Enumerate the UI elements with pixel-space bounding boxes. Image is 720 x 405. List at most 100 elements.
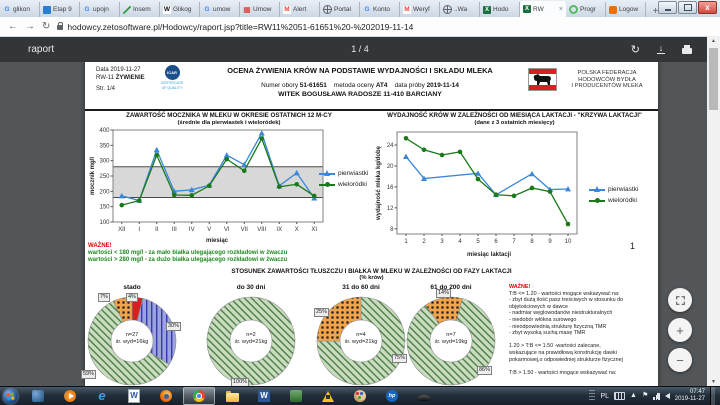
taskbar-button-word[interactable] — [249, 388, 279, 404]
svg-text:VI: VI — [224, 227, 230, 233]
browser-tab--wa[interactable]: ..Wa — [440, 2, 480, 17]
browser-tab-glikon[interactable]: glikon — [0, 2, 40, 17]
lock-icon — [57, 22, 64, 30]
tab-label: Glikog — [173, 6, 192, 13]
slice-percent-label: 86% — [477, 366, 493, 375]
scroll-up-icon[interactable]: ▲ — [711, 38, 716, 44]
svg-text:20: 20 — [387, 164, 394, 170]
donut-plot — [206, 296, 296, 386]
close-button[interactable]: x — [698, 1, 717, 14]
start-button[interactable] — [3, 388, 18, 404]
action-flag-icon[interactable]: ⚑ — [641, 392, 649, 399]
browser-tab-progr[interactable]: Progr — [566, 2, 606, 17]
address-bar: ← → ↻ hodowcy.zetosoftware.pl/Hodowcy/ra… — [0, 17, 720, 37]
taskbar-button-media-player[interactable] — [55, 388, 85, 404]
svg-text:12: 12 — [387, 206, 394, 212]
lactation-chart-legend: pierwiastki wieloródki — [589, 182, 638, 208]
slice-percent-label: 30% — [166, 322, 182, 331]
browser-tab-upojn[interactable]: upojn — [80, 2, 120, 17]
zoom-in-button[interactable]: + — [668, 318, 692, 342]
google-icon — [203, 6, 211, 14]
browser-tab-umow[interactable]: Umow — [240, 2, 280, 17]
rotate-icon[interactable]: ↻ — [630, 43, 640, 56]
browser-tab-konto[interactable]: Konto — [360, 2, 400, 17]
volume-icon[interactable] — [656, 393, 670, 399]
clock[interactable]: 07:47 2019-11-27 — [674, 389, 705, 402]
close-tab-icon[interactable]: × — [558, 5, 563, 13]
print-icon[interactable] — [682, 44, 692, 54]
tray-expand-icon[interactable]: ▲ — [630, 392, 637, 399]
download-icon[interactable]: ↓ — [657, 43, 665, 54]
browser-tab-rw[interactable]: RW × — [520, 1, 566, 17]
taskbar-icons — [22, 387, 440, 405]
taskbar-button-green-app[interactable] — [281, 388, 311, 404]
svg-text:XI: XI — [311, 227, 317, 233]
url-text: hodowcy.zetosoftware.pl/Hodowcy/raport.j… — [67, 21, 414, 32]
orange-app-icon — [609, 5, 617, 14]
taskbar-button-word-document[interactable] — [119, 388, 149, 404]
tab-label: Alert — [293, 6, 307, 13]
svg-text:IX: IX — [276, 227, 282, 233]
triangle-marker-icon — [589, 185, 605, 192]
taskbar-button-firefox[interactable] — [151, 388, 181, 404]
taskbar-button-scanner[interactable] — [409, 388, 439, 404]
svg-text:5: 5 — [476, 239, 480, 245]
urea-chart-legend: pierwiastki wieloródki — [319, 166, 368, 192]
scroll-down-icon[interactable]: ▼ — [711, 379, 716, 385]
keyboard-icon[interactable] — [614, 392, 626, 400]
donut-plot — [406, 296, 496, 386]
browser-tab-hodo[interactable]: Hodo — [480, 2, 520, 17]
text-line: wartości > 280 mg/l - za dużo białka ule… — [88, 257, 288, 264]
report-info: Numer obory 51-61651 metoda oceny AT4 da… — [261, 82, 459, 89]
taskbar-button-zeto-app[interactable] — [23, 388, 53, 404]
back-icon[interactable]: ← — [8, 20, 18, 32]
text-line: wartości < 180 mg/l - za mało białka ule… — [88, 250, 288, 257]
svg-text:9: 9 — [548, 239, 552, 245]
urea-warning: WAŻNE! wartości < 180 mg/l - za mało bia… — [88, 243, 288, 264]
taskbar-button-internet-explorer[interactable] — [87, 388, 117, 404]
taskbar-button-paint-palette[interactable] — [345, 388, 375, 404]
browser-tab-weryf[interactable]: Weryf — [400, 2, 440, 17]
browser-tab-insem[interactable]: Insem — [120, 2, 160, 17]
gmail-icon — [283, 5, 291, 14]
text-line: objętościowych w dawce — [509, 303, 569, 310]
donut-title: 61 do 200 dni — [430, 284, 472, 291]
forward-icon[interactable]: → — [25, 20, 35, 32]
browser-tab-glikog[interactable]: Glikog — [160, 2, 200, 17]
svg-text:16: 16 — [387, 185, 394, 191]
taskbar-button-roadworks[interactable] — [313, 388, 343, 404]
url-field[interactable]: hodowcy.zetosoftware.pl/Hodowcy/raport.j… — [57, 22, 413, 32]
language-indicator[interactable]: PL — [600, 392, 610, 400]
minimize-button[interactable] — [658, 1, 677, 14]
icar-logo: ICAR CERTIFICATE OF QUALITY — [157, 65, 187, 90]
browser-tab-portal[interactable]: Portal — [320, 2, 360, 17]
browser-tab-umow[interactable]: umow — [200, 2, 240, 17]
green-pen-icon — [123, 5, 131, 14]
slice-percent-label: 4% — [126, 293, 138, 302]
browser-tab-logow[interactable]: Logow — [606, 2, 646, 17]
svg-text:VIII: VIII — [257, 227, 266, 233]
taskbar-button-hp[interactable] — [377, 388, 407, 404]
browser-tab-etap-9[interactable]: Etap 9 — [40, 2, 80, 17]
taskbar-button-chrome[interactable] — [183, 387, 215, 405]
report-page-label: Str. 1/4 — [96, 86, 116, 92]
new-tab-button[interactable]: + — [652, 5, 659, 17]
show-desktop-button[interactable] — [710, 387, 715, 405]
scanner-icon — [417, 395, 431, 401]
scrollbar-thumb[interactable] — [709, 48, 718, 110]
word-icon — [258, 390, 270, 402]
slice-percent-label: 14% — [436, 289, 452, 298]
urea-x-axis-label: miesiąc — [205, 238, 229, 244]
taskbar-button-explorer-folder[interactable] — [217, 388, 247, 404]
reload-icon[interactable]: ↻ — [42, 20, 51, 32]
fit-page-button[interactable] — [668, 288, 692, 312]
globe-icon — [443, 5, 452, 14]
icar-badge-icon: ICAR — [164, 65, 180, 80]
svg-text:3: 3 — [440, 239, 444, 245]
text-line: T:B <= 1.20 - wartości mogące wskazywać … — [509, 290, 620, 297]
zoom-out-button[interactable]: − — [668, 348, 692, 372]
lactation-x-axis-label: miesiąc laktacji — [466, 252, 512, 258]
browser-tab-alert[interactable]: Alert — [280, 2, 320, 17]
svg-text:V: V — [207, 227, 211, 233]
maximize-button[interactable] — [678, 1, 697, 14]
